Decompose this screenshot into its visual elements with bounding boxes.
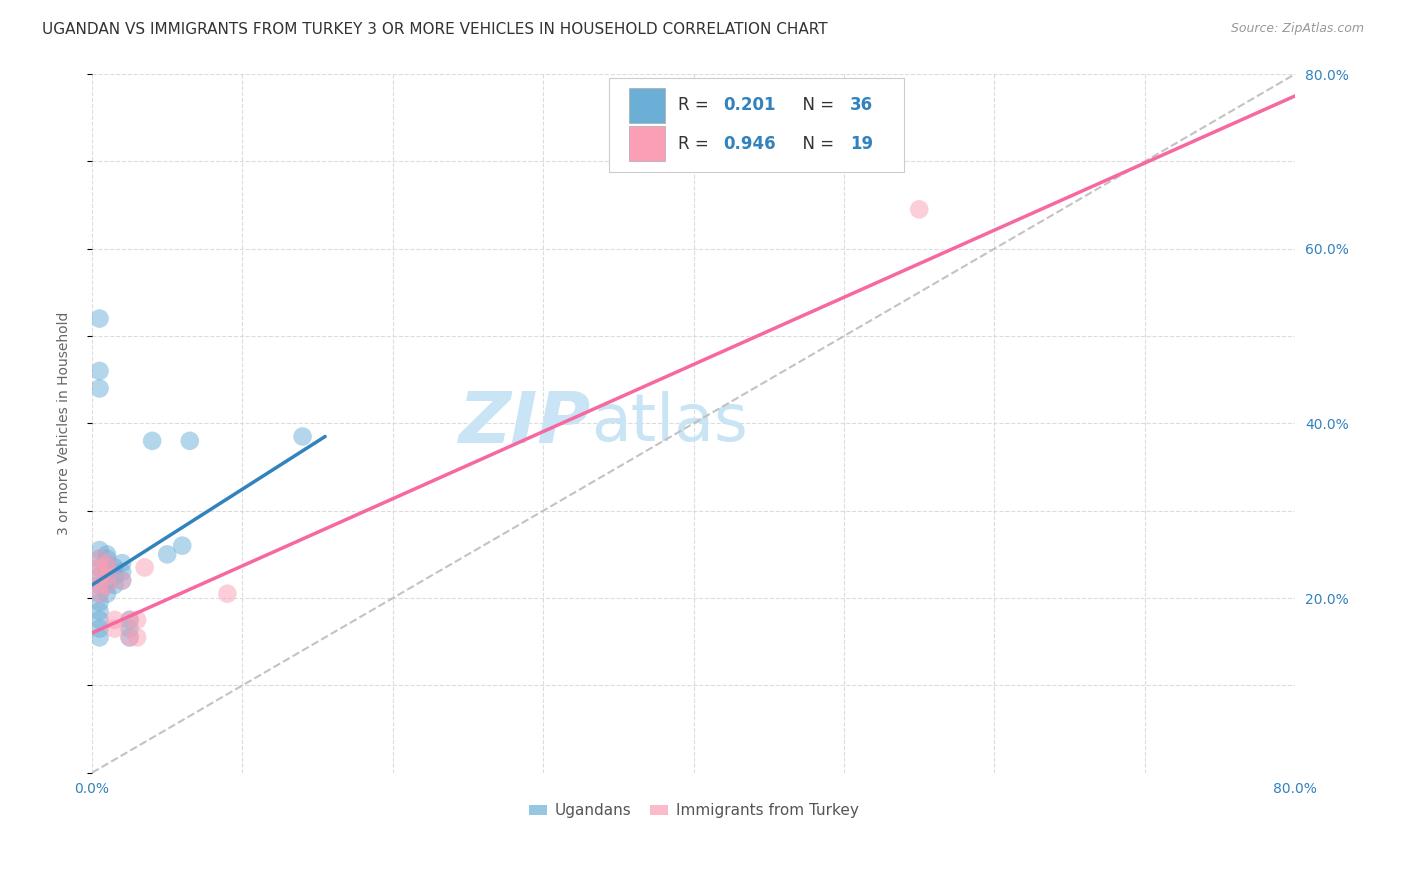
Point [96,556,118,570]
Text: R =: R = [678,135,714,153]
Point [111,565,134,579]
Point [96,548,118,562]
Point [103,578,125,592]
Point [118,622,141,636]
Text: 0.201: 0.201 [724,96,776,114]
Point [96,587,118,601]
Point [89,364,111,378]
Point [111,574,134,588]
Text: R =: R = [678,96,714,114]
Point [89,311,111,326]
Point [96,574,118,588]
Legend: Ugandans, Immigrants from Turkey: Ugandans, Immigrants from Turkey [523,797,865,824]
Point [118,631,141,645]
Text: N =: N = [793,135,839,153]
Point [89,587,111,601]
Point [89,569,111,583]
Point [89,551,111,566]
Point [96,578,118,592]
Y-axis label: 3 or more Vehicles in Household: 3 or more Vehicles in Household [58,311,72,535]
Point [89,578,111,592]
Point [111,556,134,570]
Point [89,381,111,395]
Point [89,569,111,583]
Point [217,587,239,601]
Point [908,202,931,217]
FancyBboxPatch shape [628,88,665,123]
Point [89,560,111,574]
Text: N =: N = [793,96,839,114]
FancyBboxPatch shape [609,78,904,172]
Point [89,551,111,566]
Point [118,613,141,627]
FancyBboxPatch shape [628,127,665,161]
Point [103,560,125,574]
Point [103,622,125,636]
Point [103,569,125,583]
Point [179,434,201,448]
Text: 19: 19 [851,135,873,153]
Point [96,565,118,579]
Point [89,604,111,618]
Point [118,631,141,645]
Point [89,631,111,645]
Point [291,429,314,443]
Point [89,595,111,609]
Point [89,622,111,636]
Text: Source: ZipAtlas.com: Source: ZipAtlas.com [1230,22,1364,36]
Text: UGANDAN VS IMMIGRANTS FROM TURKEY 3 OR MORE VEHICLES IN HOUSEHOLD CORRELATION CH: UGANDAN VS IMMIGRANTS FROM TURKEY 3 OR M… [42,22,828,37]
Point [111,574,134,588]
Point [96,560,118,574]
Point [96,560,118,574]
Point [89,543,111,558]
Point [96,569,118,583]
Point [96,551,118,566]
Point [134,560,156,574]
Point [141,434,163,448]
Point [172,539,194,553]
Point [103,613,125,627]
Point [89,578,111,592]
Point [89,560,111,574]
Point [118,613,141,627]
Point [96,578,118,592]
Text: atlas: atlas [592,392,748,456]
Point [96,556,118,570]
Point [156,548,179,562]
Text: 36: 36 [851,96,873,114]
Point [89,613,111,627]
Point [127,613,149,627]
Text: 0.946: 0.946 [724,135,776,153]
Text: ZIP: ZIP [460,389,592,458]
Point [127,631,149,645]
Point [89,587,111,601]
